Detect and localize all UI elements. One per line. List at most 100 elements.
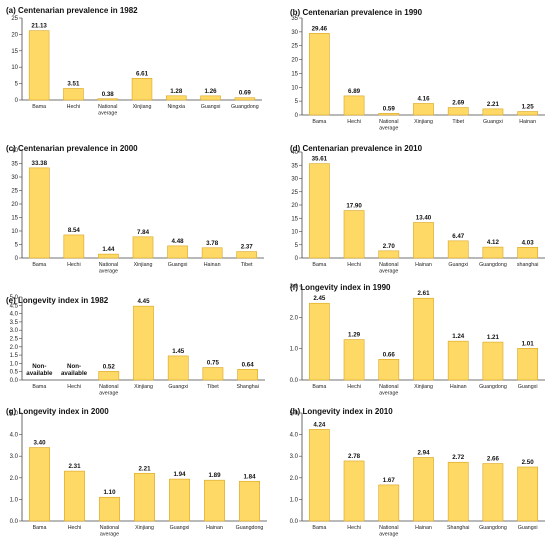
bar-f-3	[378, 359, 400, 381]
chart-panel-e: (e) Longevity index in 1982 0.0 0.5 1.0 1.5 2…	[6, 295, 265, 397]
data-label-g-5: 1.94	[173, 471, 186, 478]
bar-d-1	[308, 163, 330, 259]
chart-title-h: (h) Longevity index in 2010	[290, 407, 393, 416]
data-label-a-7: 0.69	[239, 90, 252, 97]
bar-c-5	[167, 245, 188, 259]
category-label-e-6: Tibet	[207, 384, 219, 390]
data-label-d-4: 13.40	[416, 214, 432, 221]
data-label-f-1: 2.45	[313, 295, 326, 302]
category-label-f-6: Guangdong	[479, 384, 507, 390]
chart-panel-g: (g) Longevity index in 2000 0.0 1.0 2.0 3.0 4…	[6, 407, 267, 538]
y-tick-label-b: 25	[291, 44, 298, 50]
bar-f-7	[517, 348, 539, 381]
category-label-c-1: Bama	[32, 262, 46, 268]
data-label-f-4: 2.61	[417, 290, 430, 297]
category-label-a-2: Hechi	[67, 104, 81, 110]
category-label-f-5: Hainan	[450, 384, 467, 390]
bar-b-2	[343, 95, 365, 116]
chart-panel-a: (a) Centenarian prevalence in 1982 0 5 10 15…	[6, 6, 262, 117]
y-tick-label-b: 15	[291, 71, 298, 77]
category-label-e-1: Bama	[32, 384, 46, 390]
category-label-d-7: shanghai	[517, 262, 539, 268]
bar-e-3	[98, 371, 120, 381]
data-label-d-2: 17.90	[346, 203, 362, 210]
chart-panel-c: (c) Centenarian prevalence in 2000 0 5 10 15…	[6, 144, 264, 275]
category-label-b-4: Xinjiang	[414, 119, 433, 125]
category-label-g-6: Hainan	[206, 525, 223, 531]
bar-g-7	[239, 480, 260, 522]
y-tick-label-e: 2.0	[10, 345, 19, 351]
y-tick-label-c: 40	[11, 148, 18, 154]
category-label-h-1: Bama	[312, 525, 326, 531]
y-tick-label-a: 0	[15, 98, 19, 104]
y-tick-label-g: 1.0	[10, 497, 19, 503]
bar-f-5	[447, 340, 469, 381]
category-label-d-4: Hainan	[415, 262, 432, 268]
bar-d-7	[517, 247, 539, 259]
category-label-f-2: Hechi	[347, 384, 361, 390]
bar-e-6	[202, 367, 224, 381]
bar-c-1	[28, 167, 50, 259]
category-label-c-4: Xinjiang	[134, 262, 153, 268]
category-label-f-4: Xinjiang	[414, 384, 433, 390]
data-label-h-2: 2.78	[348, 453, 361, 460]
category-label-g-1: Bama	[33, 525, 47, 531]
y-tick-label-e: 0.0	[10, 378, 19, 384]
data-label-d-1: 35.61	[312, 156, 328, 163]
y-tick-label-c: 0	[15, 256, 19, 262]
y-tick-label-e: 3.0	[10, 328, 19, 334]
category-label-c-2: Hechi	[67, 262, 81, 268]
data-label-f-7: 1.01	[522, 340, 535, 347]
bar-c-4	[132, 236, 154, 259]
chart-title-b: (b) Centenarian prevalence in 1990	[290, 8, 423, 17]
bar-h-3	[378, 484, 400, 522]
y-tick-label-f: 0.0	[290, 378, 299, 384]
y-tick-label-c: 15	[11, 216, 18, 222]
chart-title-f: (f) Longevity index in 1990	[290, 283, 391, 292]
category-label-d-6: Guangdong	[479, 262, 507, 268]
category-label-a-7: Guangdong	[231, 104, 259, 110]
data-label-b-6: 2.21	[487, 101, 500, 108]
data-label-a-1: 21.13	[31, 23, 47, 30]
category-label-b-2: Hechi	[347, 119, 361, 125]
bar-e-4	[133, 305, 154, 381]
y-tick-label-e: 4.5	[10, 303, 19, 309]
y-tick-label-h: 3.0	[290, 454, 299, 460]
y-tick-label-d: 30	[291, 177, 298, 183]
y-tick-label-a: 20	[11, 32, 18, 38]
category-label-h-5: Shanghai	[447, 525, 469, 531]
data-label-c-6: 3.78	[206, 240, 219, 247]
data-label-g-2: 2.31	[68, 463, 81, 470]
category-label-f-3: National average	[379, 384, 398, 397]
y-tick-label-f: 2.0	[290, 315, 299, 321]
category-label-b-5: Tibet	[452, 119, 464, 125]
bar-f-4	[413, 297, 434, 381]
chart-title-e: (e) Longevity index in 1982	[6, 296, 109, 305]
category-label-h-2: Hechi	[347, 525, 361, 531]
bar-c-7	[236, 251, 258, 259]
data-label-f-2: 1.29	[348, 332, 361, 339]
y-tick-label-d: 5	[295, 243, 299, 249]
y-tick-label-b: 10	[291, 85, 298, 91]
data-label-h-6: 2.66	[487, 456, 500, 463]
data-label-g-4: 2.21	[138, 465, 151, 472]
bar-h-5	[447, 461, 469, 522]
y-tick-label-c: 5	[15, 243, 19, 249]
y-tick-label-d: 0	[295, 256, 299, 262]
category-label-b-7: Hainan	[519, 119, 536, 125]
chart-panel-h: (h) Longevity index in 2010 0.0 1.0 2.0 3.0 4…	[290, 407, 545, 538]
data-label-g-7: 1.84	[243, 473, 256, 480]
data-label-b-2: 6.89	[348, 88, 361, 95]
category-label-g-2: Hechi	[68, 525, 82, 531]
data-label-c-7: 2.37	[241, 244, 254, 251]
y-tick-label-d: 35	[291, 163, 298, 169]
y-tick-label-a: 5	[15, 82, 19, 88]
category-label-e-4: Xinjiang	[134, 384, 153, 390]
category-label-d-1: Bama	[312, 262, 326, 268]
y-tick-label-h: 0.0	[290, 519, 299, 525]
chart-panel-f: (f) Longevity index in 1990 0.0 1.0 2.0 3.0 2…	[290, 283, 545, 397]
data-label-d-7: 4.03	[522, 239, 535, 246]
y-tick-label-h: 1.0	[290, 497, 299, 503]
bar-g-6	[204, 479, 225, 522]
data-label-h-4: 2.94	[417, 449, 430, 456]
